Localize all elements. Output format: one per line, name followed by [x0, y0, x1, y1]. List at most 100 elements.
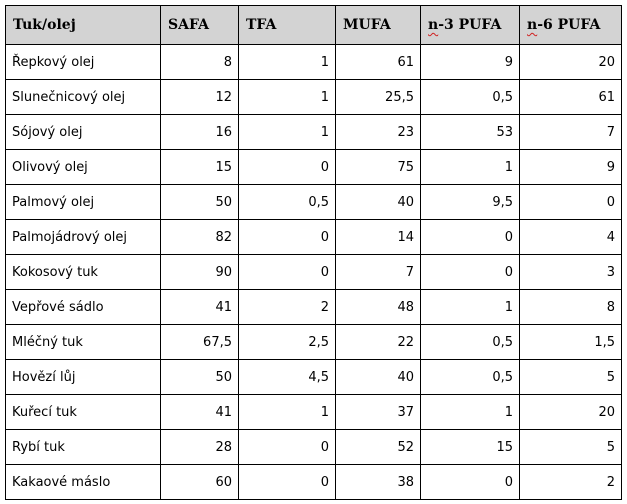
cell-n3-pufa: 9 — [420, 44, 520, 80]
cell-n6-pufa: 3 — [519, 254, 622, 290]
cell-safa: 67,5 — [160, 324, 239, 360]
cell-safa: 41 — [160, 289, 239, 325]
cell-fat-name: Kakaové máslo — [5, 464, 161, 500]
header-fat-oil: Tuk/olej — [5, 5, 161, 45]
cell-tfa: 1 — [238, 44, 336, 80]
cell-fat-name: Palmojádrový olej — [5, 219, 161, 255]
cell-safa: 28 — [160, 429, 239, 465]
cell-safa: 82 — [160, 219, 239, 255]
header-mufa: MUFA — [335, 5, 421, 45]
cell-n6-pufa: 4 — [519, 219, 622, 255]
cell-fat-name: Vepřové sádlo — [5, 289, 161, 325]
table-body: Řepkový olej 8 1 61 9 20 Slunečnicový olej 12 1 2… — [5, 44, 622, 500]
header-n6-suffix: -6 PUFA — [537, 17, 601, 33]
cell-tfa: 0 — [238, 429, 336, 465]
cell-mufa: 22 — [335, 324, 421, 360]
table-row: Rybí tuk 28 0 52 15 5 — [5, 429, 622, 465]
cell-mufa: 52 — [335, 429, 421, 465]
cell-tfa: 0 — [238, 149, 336, 185]
cell-n3-pufa: 1 — [420, 289, 520, 325]
cell-n3-pufa: 0,5 — [420, 359, 520, 395]
table-row: Palmový olej 50 0,5 40 9,5 0 — [5, 184, 622, 220]
cell-n6-pufa: 20 — [519, 44, 622, 80]
table-row: Hovězí lůj 50 4,5 40 0,5 5 — [5, 359, 622, 395]
cell-tfa: 0 — [238, 464, 336, 500]
cell-mufa: 40 — [335, 359, 421, 395]
table-header: Tuk/olej SAFA TFA MUFA n-3 PUFA n-6 PUFA — [5, 5, 622, 45]
cell-safa: 50 — [160, 184, 239, 220]
cell-n3-pufa: 1 — [420, 149, 520, 185]
table-row: Kokosový tuk 90 0 7 0 3 — [5, 254, 622, 290]
cell-n6-pufa: 20 — [519, 394, 622, 430]
cell-n6-pufa: 5 — [519, 429, 622, 465]
cell-safa: 8 — [160, 44, 239, 80]
cell-tfa: 1 — [238, 394, 336, 430]
cell-n3-pufa: 0 — [420, 464, 520, 500]
header-tfa: TFA — [238, 5, 336, 45]
cell-n3-pufa: 1 — [420, 394, 520, 430]
cell-tfa: 1 — [238, 79, 336, 115]
cell-n6-pufa: 1,5 — [519, 324, 622, 360]
cell-n3-pufa: 0 — [420, 254, 520, 290]
cell-fat-name: Kuřecí tuk — [5, 394, 161, 430]
table-row: Palmojádrový olej 82 0 14 0 4 — [5, 219, 622, 255]
cell-n6-pufa: 61 — [519, 79, 622, 115]
table-row: Mléčný tuk 67,5 2,5 22 0,5 1,5 — [5, 324, 622, 360]
cell-mufa: 40 — [335, 184, 421, 220]
cell-fat-name: Rybí tuk — [5, 429, 161, 465]
cell-safa: 90 — [160, 254, 239, 290]
table-row: Olivový olej 15 0 75 1 9 — [5, 149, 622, 185]
cell-mufa: 7 — [335, 254, 421, 290]
cell-fat-name: Olivový olej — [5, 149, 161, 185]
cell-tfa: 2,5 — [238, 324, 336, 360]
cell-n6-pufa: 0 — [519, 184, 622, 220]
cell-fat-name: Slunečnicový olej — [5, 79, 161, 115]
table-row: Vepřové sádlo 41 2 48 1 8 — [5, 289, 622, 325]
table-row: Kuřecí tuk 41 1 37 1 20 — [5, 394, 622, 430]
cell-mufa: 75 — [335, 149, 421, 185]
cell-tfa: 1 — [238, 114, 336, 150]
table-row: Řepkový olej 8 1 61 9 20 — [5, 44, 622, 80]
cell-tfa: 0 — [238, 219, 336, 255]
header-n6-pufa: n-6 PUFA — [519, 5, 622, 45]
cell-fat-name: Palmový olej — [5, 184, 161, 220]
cell-mufa: 61 — [335, 44, 421, 80]
cell-safa: 41 — [160, 394, 239, 430]
cell-mufa: 14 — [335, 219, 421, 255]
cell-tfa: 2 — [238, 289, 336, 325]
header-n3-suffix: -3 PUFA — [438, 17, 502, 33]
table-row: Sójový olej 16 1 23 53 7 — [5, 114, 622, 150]
cell-n3-pufa: 53 — [420, 114, 520, 150]
header-n3-pufa: n-3 PUFA — [420, 5, 520, 45]
header-n6-prefix: n — [527, 17, 538, 33]
cell-n6-pufa: 8 — [519, 289, 622, 325]
table-row: Slunečnicový olej 12 1 25,5 0,5 61 — [5, 79, 622, 115]
fat-composition-table: Tuk/olej SAFA TFA MUFA n-3 PUFA n-6 PUFA… — [5, 5, 622, 500]
cell-n3-pufa: 0 — [420, 219, 520, 255]
cell-safa: 12 — [160, 79, 239, 115]
cell-safa: 50 — [160, 359, 239, 395]
cell-n6-pufa: 7 — [519, 114, 622, 150]
cell-mufa: 25,5 — [335, 79, 421, 115]
header-safa: SAFA — [160, 5, 239, 45]
cell-fat-name: Hovězí lůj — [5, 359, 161, 395]
cell-tfa: 0,5 — [238, 184, 336, 220]
cell-n3-pufa: 9,5 — [420, 184, 520, 220]
table-row: Kakaové máslo 60 0 38 0 2 — [5, 464, 622, 500]
cell-mufa: 37 — [335, 394, 421, 430]
header-n3-prefix: n — [428, 17, 439, 33]
cell-mufa: 38 — [335, 464, 421, 500]
cell-tfa: 4,5 — [238, 359, 336, 395]
header-row: Tuk/olej SAFA TFA MUFA n-3 PUFA n-6 PUFA — [5, 5, 622, 45]
cell-fat-name: Řepkový olej — [5, 44, 161, 80]
cell-mufa: 48 — [335, 289, 421, 325]
cell-fat-name: Kokosový tuk — [5, 254, 161, 290]
cell-n6-pufa: 9 — [519, 149, 622, 185]
cell-safa: 15 — [160, 149, 239, 185]
cell-n6-pufa: 2 — [519, 464, 622, 500]
cell-n3-pufa: 0,5 — [420, 324, 520, 360]
cell-n3-pufa: 15 — [420, 429, 520, 465]
cell-fat-name: Mléčný tuk — [5, 324, 161, 360]
cell-n6-pufa: 5 — [519, 359, 622, 395]
cell-tfa: 0 — [238, 254, 336, 290]
